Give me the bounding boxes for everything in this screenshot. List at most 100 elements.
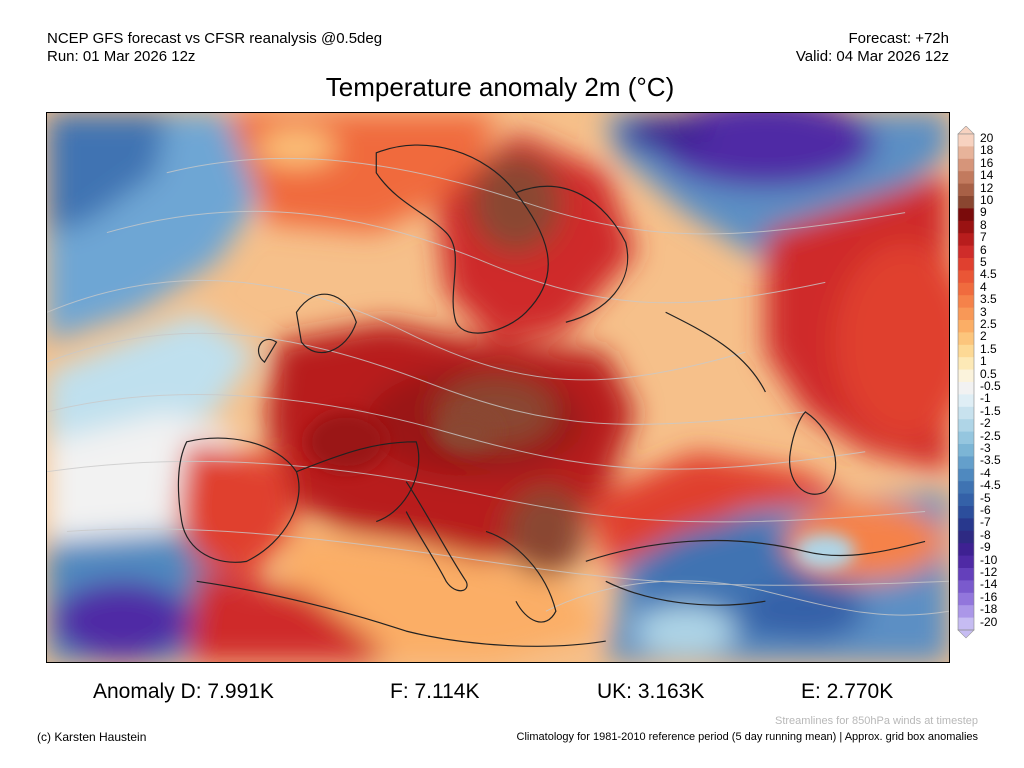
colorbar-tick-label: 3.5 [980, 292, 997, 307]
colorbar-swatch [958, 481, 974, 495]
valid-time-line: Valid: 04 Mar 2026 12z [795, 48, 949, 65]
colorbar-tick-label: 12 [980, 180, 994, 195]
colorbar-max-arrow [957, 125, 975, 135]
colorbar-swatch [958, 419, 974, 433]
anomaly-france: F: 7.114K [390, 680, 480, 703]
colorbar-swatch [958, 592, 974, 606]
colorbar-swatch [958, 295, 974, 309]
colorbar-tick-label: 3 [980, 304, 987, 319]
climatology-note: Climatology for 1981-2010 reference peri… [516, 731, 978, 743]
colorbar-swatch [958, 134, 974, 147]
colorbar-swatch [958, 518, 974, 532]
colorbar-swatch [958, 332, 974, 346]
colorbar-swatch [958, 196, 974, 209]
colorbar-swatches [957, 125, 975, 639]
colorbar-swatch [958, 530, 974, 544]
colorbar-swatch [958, 258, 974, 271]
colorbar-tick-label: 2 [980, 329, 987, 344]
colorbar-tick-label: -4 [980, 465, 991, 480]
colorbar-tick-label: -4.5 [980, 478, 1001, 493]
map-canvas [47, 113, 949, 662]
colorbar-swatch [958, 406, 974, 420]
colorbar-tick-label: -6 [980, 503, 991, 517]
colorbar-swatch [958, 580, 974, 594]
colorbar-tick-label: -9 [980, 540, 991, 555]
colorbar-swatch [958, 320, 974, 333]
colorbar-legend: 20 18 16 14 12 10 9 8 7 6 5 4.5 4 3.5 3 2.5 2 1.5 1 0.5 -0.5… [956, 125, 1016, 650]
colorbar-tick-label: -8 [980, 527, 991, 542]
forecast-hour-line: Forecast: +72h [848, 30, 949, 47]
colorbar-tick-label: 20 [980, 131, 994, 145]
colorbar-min-arrow [957, 629, 975, 639]
colorbar-tick-label: -3.5 [980, 453, 1001, 468]
colorbar-tick-label: 1 [980, 354, 987, 369]
colorbar-swatch [958, 617, 974, 631]
colorbar-tick-label: 0.5 [980, 366, 997, 381]
colorbar-tick-label: -1 [980, 391, 991, 406]
coastlines [177, 144, 926, 647]
colorbar-swatch [958, 382, 974, 395]
colorbar-swatch [958, 568, 974, 581]
streamlines-note: Streamlines for 850hPa winds at timestep [775, 715, 978, 727]
anomaly-uk: UK: 3.163K [597, 680, 705, 703]
colorbar-swatch [958, 146, 974, 160]
colorbar-swatch [958, 183, 974, 197]
colorbar-tick-label: -18 [980, 602, 998, 617]
colorbar-tick-label: -5 [980, 490, 991, 505]
colorbar-tick-label: -2.5 [980, 428, 1001, 443]
colorbar-tick-label: -10 [980, 552, 998, 567]
colorbar-swatch [958, 506, 974, 519]
colorbar-swatch [958, 555, 974, 569]
colorbar-swatch [958, 605, 974, 619]
colorbar-tick-label: -14 [980, 577, 998, 592]
colorbar-outline [957, 133, 975, 631]
colorbar-swatch [958, 208, 974, 222]
anomaly-england: E: 2.770K [801, 680, 894, 703]
wind-streamlines [47, 157, 949, 616]
colorbar-swatch [958, 543, 974, 557]
colorbar-tick-label: 18 [980, 143, 994, 158]
anomaly-field [47, 113, 949, 662]
colorbar-swatch [958, 357, 974, 371]
colorbar-tick-label: -16 [980, 589, 998, 604]
forecast-info: Forecast: +72h Valid: 04 Mar 2026 12z [796, 30, 949, 66]
colorbar-tick-label: -2 [980, 416, 991, 431]
colorbar-tick-label: 6 [980, 242, 987, 257]
colorbar-swatch [958, 431, 974, 445]
colorbar-swatch [958, 282, 974, 296]
colorbar-swatch [958, 158, 974, 172]
colorbar-tick-label: 5 [980, 255, 987, 269]
colorbar-tick-label: -7 [980, 515, 991, 530]
colorbar-swatch [958, 394, 974, 408]
colorbar-tick-label: 4 [980, 279, 987, 294]
colorbar-swatch [958, 307, 974, 321]
colorbar-swatch [958, 220, 974, 234]
colorbar-tick-label: -0.5 [980, 379, 1001, 393]
colorbar-swatch [958, 270, 974, 284]
colorbar-tick-label: 1.5 [980, 341, 997, 356]
colorbar-tick-label: 8 [980, 217, 987, 232]
temperature-anomaly-map [46, 112, 950, 663]
anomaly-germany: Anomaly D: 7.991K [93, 680, 274, 703]
colorbar-tick-label: 14 [980, 168, 994, 183]
country-anomalies: Anomaly D: 7.991K F: 7.114K UK: 3.163K E… [0, 680, 1024, 706]
colorbar-tick-label: -12 [980, 565, 998, 579]
colorbar-swatch [958, 444, 974, 457]
colorbar-tick-label: -20 [980, 614, 998, 629]
colorbar-tick-label: 16 [980, 155, 994, 170]
map-title: Temperature anomaly 2m (°C) [325, 72, 675, 102]
colorbar-tick-label: 10 [980, 193, 994, 207]
colorbar-tick-label: 4.5 [980, 267, 997, 282]
colorbar-tick-label: 2.5 [980, 317, 997, 331]
colorbar-swatch [958, 171, 974, 185]
colorbar-swatch [958, 493, 974, 507]
colorbar-swatch [958, 233, 974, 247]
colorbar-swatch [958, 369, 974, 383]
colorbar-tick-label: 9 [980, 205, 987, 220]
run-info: NCEP GFS forecast vs CFSR reanalysis @0.… [47, 30, 382, 66]
colorbar-tick-label: 7 [980, 230, 987, 245]
colorbar-swatch [958, 245, 974, 259]
colorbar-tick-label: -1.5 [980, 403, 1001, 418]
colorbar-swatch [958, 344, 974, 358]
model-line: NCEP GFS forecast vs CFSR reanalysis @0.… [47, 30, 383, 47]
